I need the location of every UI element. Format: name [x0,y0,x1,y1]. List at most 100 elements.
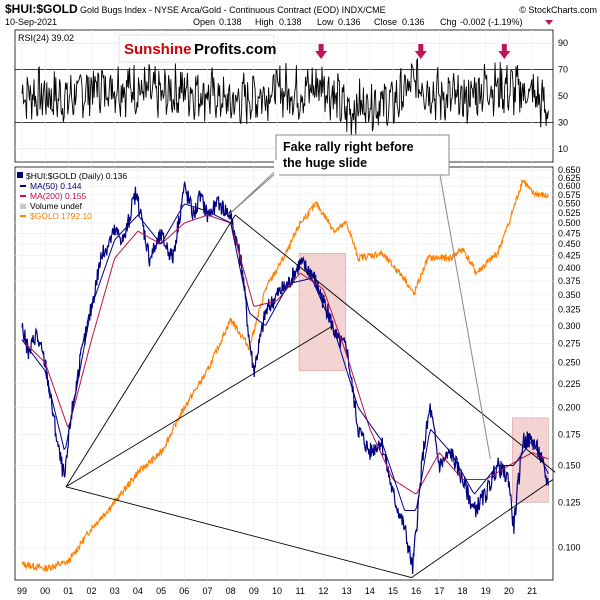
x-tick-label: 02 [87,586,97,596]
y-tick-label: 0.575 [558,190,581,200]
x-tick-label: 16 [411,586,421,596]
ohlc-readout: Open 0.138 High 0.138 Low 0.136 Close 0.… [193,17,523,27]
x-tick-label: 21 [527,586,537,596]
y-tick-label: 0.100 [558,542,581,552]
y-tick-label: 0.400 [558,263,581,273]
x-tick-label: 06 [179,586,189,596]
low-label: Low [317,17,334,27]
rsi-tick-label: 10 [558,144,568,154]
y-tick-label: 0.375 [558,276,581,286]
down-arrow-icon [501,44,507,51]
chart-date: 10-Sep-2021 [5,17,57,27]
watermark-part-1: Sunshine [124,41,192,58]
y-tick-label: 0.250 [558,358,581,368]
y-tick-label: 0.475 [558,228,581,238]
down-arrow-head-icon [498,51,511,59]
y-tick-label: 0.350 [558,290,581,300]
legend-hui: $HUI:$GOLD (Daily) 0.136 [26,171,127,181]
y-tick-label: 0.125 [558,497,581,507]
rsi-tick-label: 30 [558,117,568,127]
y-tick-label: 0.625 [558,173,581,183]
x-tick-label: 09 [249,586,259,596]
main-panel: 0.100 0.125 0.150 0.175 0.200 0.225 0.250 0.275… [14,134,581,596]
x-tick-label: 05 [156,586,166,596]
trendline [411,479,554,578]
highlight-box [298,253,346,372]
chart-description: Gold Bugs Index - NYSE Arca/Gold - Conti… [80,5,386,15]
down-arrow-head-icon [315,51,328,59]
x-tick-label: 14 [365,586,375,596]
x-tick-label: 12 [318,586,328,596]
rsi-series-line [21,57,549,136]
y-tick-label: 0.325 [558,305,581,315]
y-tick-label: 0.450 [558,239,581,249]
y-tick-label: 0.200 [558,403,581,413]
x-tick-label: 11 [296,586,305,596]
legend-swatch-ma50 [20,185,26,187]
y-tick-label: 0.600 [558,181,581,191]
x-tick-label: 20 [504,586,514,596]
low-value: 0.136 [338,17,361,27]
x-tick-label: 03 [110,586,120,596]
rsi-tick-label: 50 [558,91,568,101]
trendline [65,214,556,488]
high-value: 0.138 [279,17,302,27]
x-tick-label: 00 [40,586,50,596]
watermark-logo: Sunshine Profits.com [118,34,277,63]
y-tick-label: 0.175 [558,429,581,439]
down-triangle-icon [545,20,553,25]
watermark-frame [118,34,275,63]
y-tick-label: 0.225 [558,379,581,389]
main-frame [14,166,554,581]
legend-swatch-hui [17,172,23,178]
chg-label: Chg [440,17,457,27]
chart-symbol: $HUI:$GOLD [5,2,78,16]
annotation-line-2: the huge slide [283,156,367,170]
trendline [65,325,333,488]
x-tick-label: 17 [434,586,444,596]
rsi-title: RSI(24) 39.02 [18,33,74,43]
y-tick-label: 0.525 [558,208,581,218]
annotation-callout: Fake rally right before the huge slide [228,134,491,460]
y-tick-label: 0.275 [558,338,581,348]
x-tick-label: 04 [133,586,143,596]
open-value: 0.138 [219,17,242,27]
callout-box [275,134,450,176]
x-tick-label: 99 [17,586,27,596]
callout-pointer-line [439,174,491,460]
legend-ma50: MA(50) 0.144 [30,181,82,191]
x-tick-label: 19 [481,586,491,596]
x-tick-label: 15 [388,586,398,596]
x-tick-label: 07 [202,586,212,596]
x-tick-label: 18 [458,586,468,596]
y-tick-label: 0.500 [558,218,581,228]
down-arrow-icon [418,44,424,51]
down-arrow-head-icon [414,51,427,59]
rsi-tick-label: 90 [558,38,568,48]
trendline [65,486,412,579]
legend-volume: Volume undef [30,201,83,211]
down-arrow-icon [318,44,324,51]
y-tick-label: 0.150 [558,461,581,471]
close-value: 0.136 [402,17,425,27]
y-tick-label: 0.425 [558,251,581,261]
x-tick-label: 13 [342,586,352,596]
x-tick-label: 01 [63,586,73,596]
open-label: Open [193,17,215,27]
legend-swatch-volume [20,204,26,209]
chg-value: -0.002 (-1.19%) [460,17,523,27]
legend-gold: $GOLD 1792.10 [30,211,92,221]
legend-swatch-ma200 [20,195,26,197]
legend: $HUI:$GOLD (Daily) 0.136 MA(50) 0.144 MA… [17,171,127,221]
legend-swatch-gold [20,215,26,217]
annotation-line-1: Fake rally right before [283,140,414,154]
y-tick-label: 0.300 [558,321,581,331]
rsi-tick-label: 70 [558,65,568,75]
x-tick-label: 10 [272,586,282,596]
gold-series-line [21,178,549,572]
callout-mask [274,160,279,178]
ma50-series-line [21,203,549,511]
watermark-part-2: Profits.com [194,41,277,58]
chart-credit: © StockCharts.com [519,5,597,15]
